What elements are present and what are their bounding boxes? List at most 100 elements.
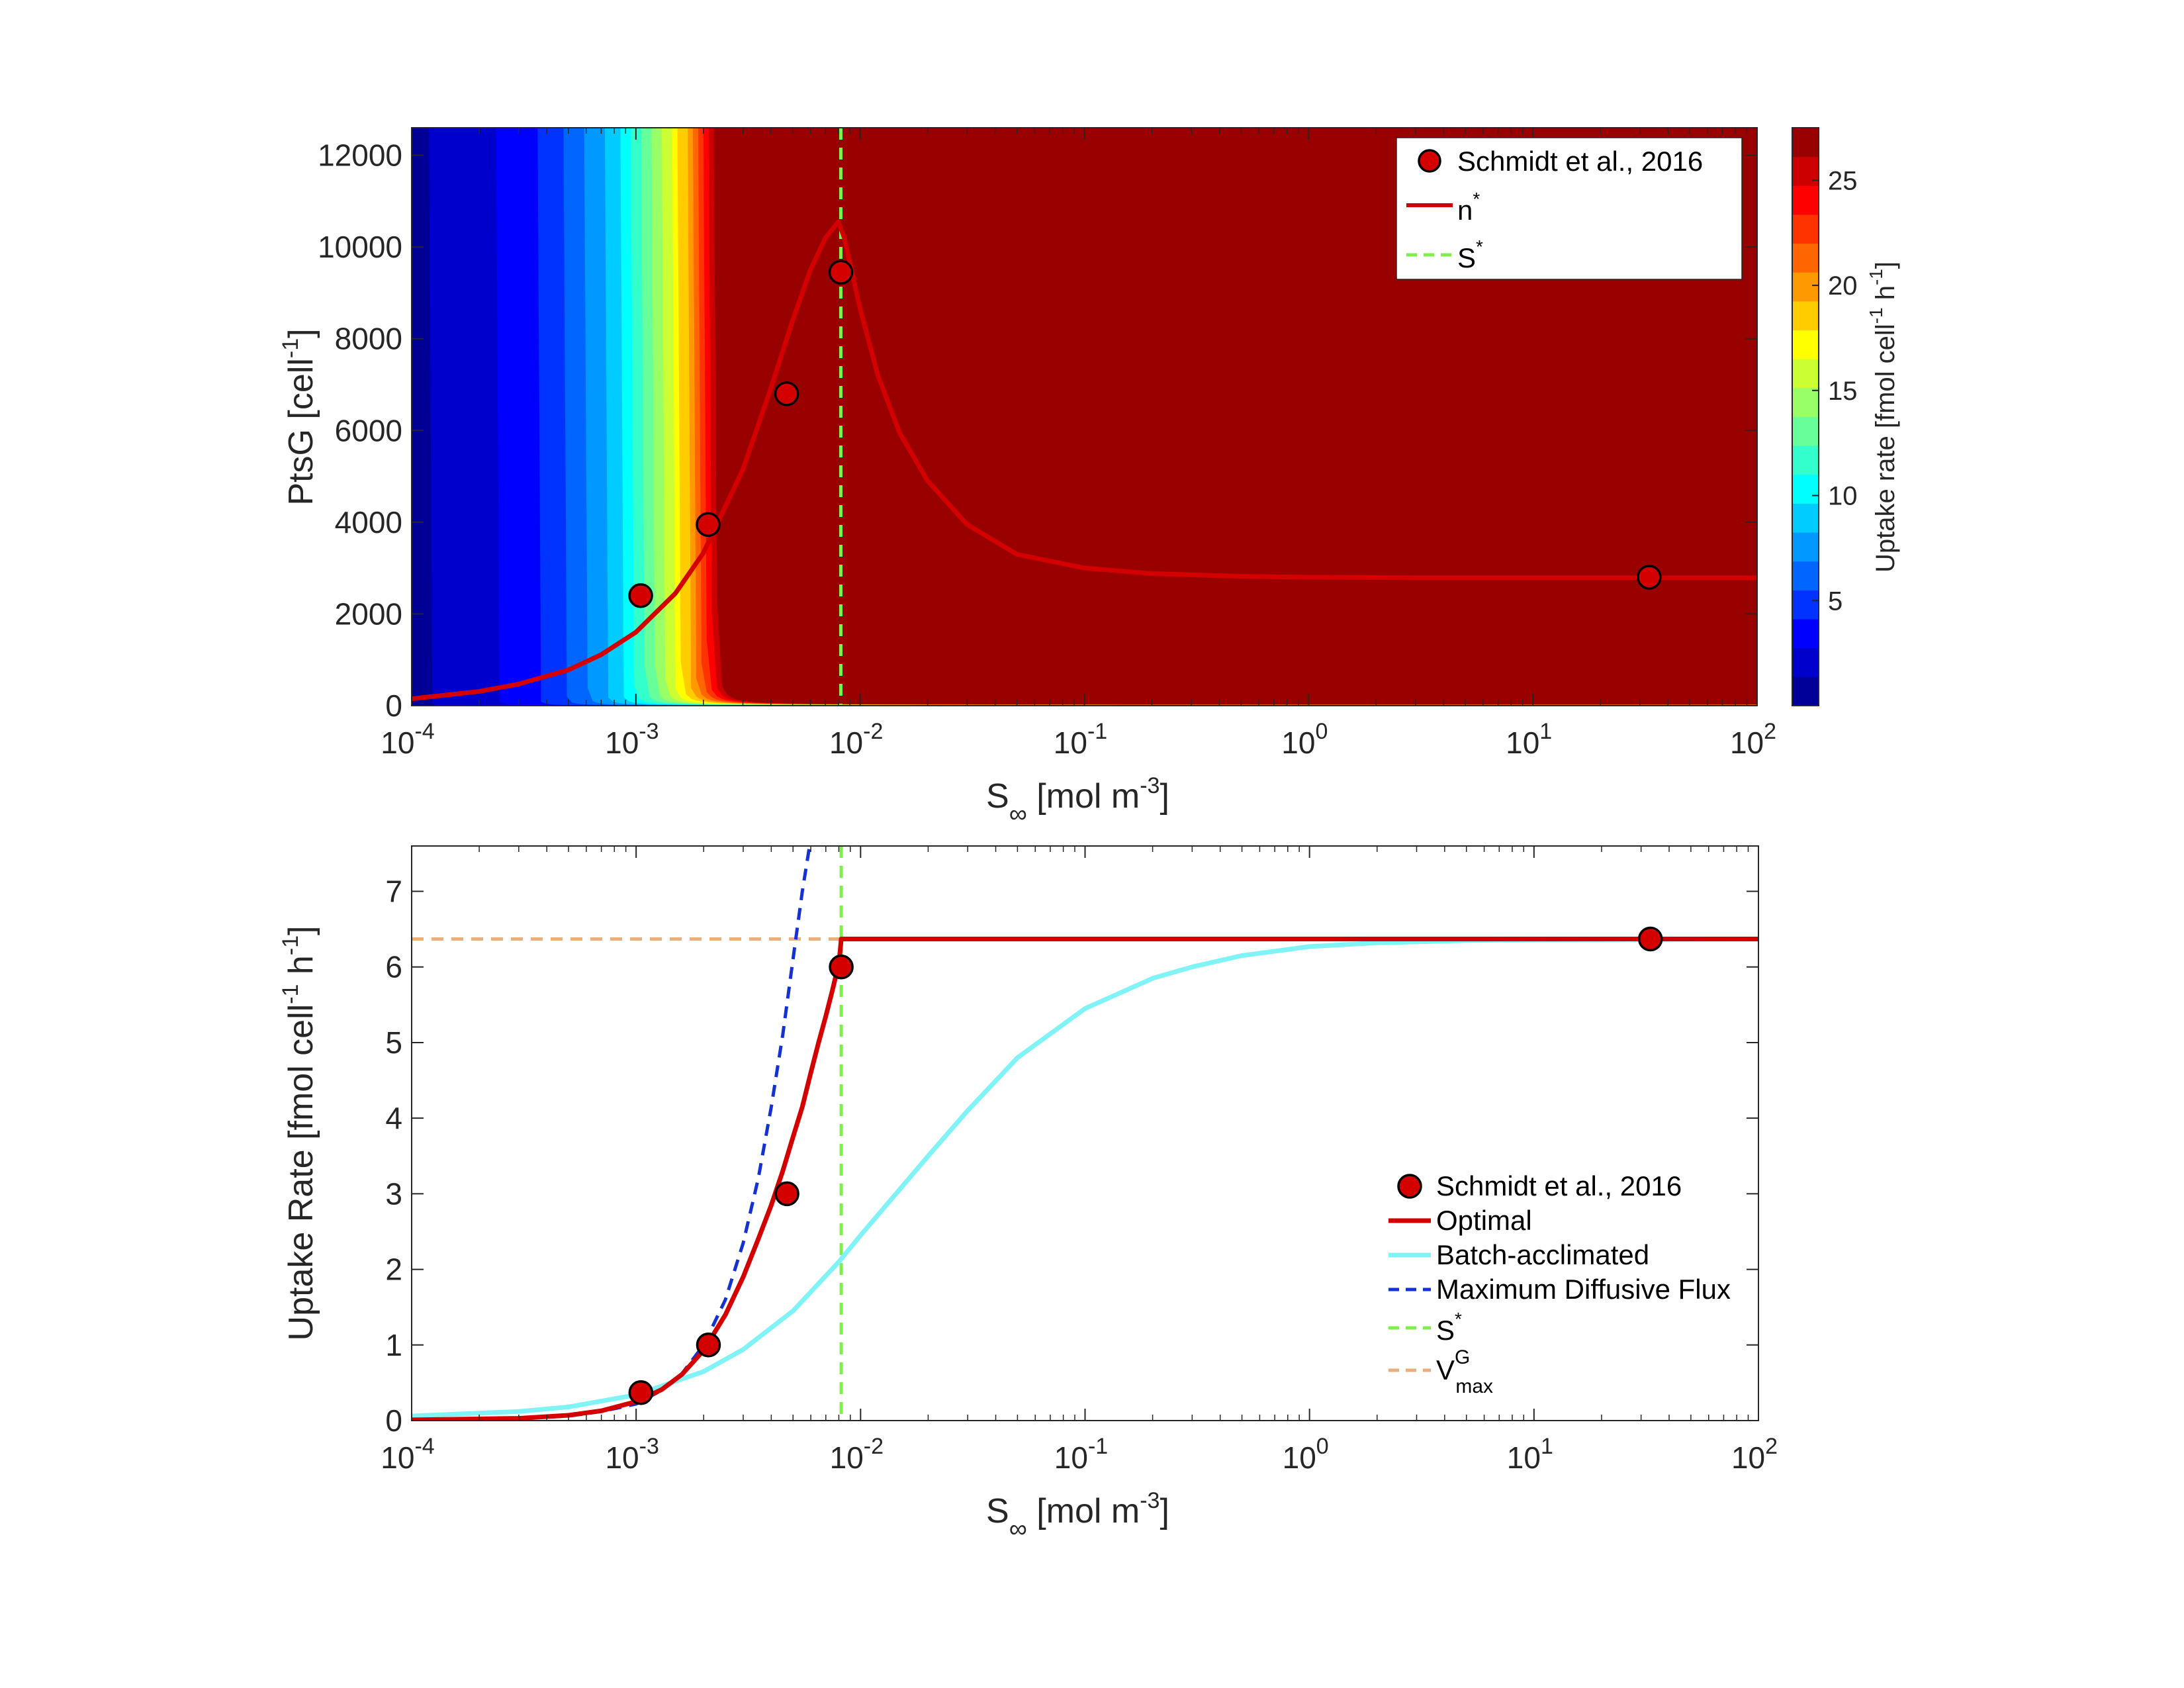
top-y-tick-label: 6000 — [335, 413, 402, 447]
bottom-data-point — [696, 1333, 721, 1358]
colorbar-segment — [1792, 532, 1819, 562]
bottom-x-tick-label: 101 — [1507, 1434, 1553, 1475]
colorbar-segment — [1792, 445, 1819, 475]
top-data-point — [774, 381, 799, 406]
top-x-tick-label: 100 — [1281, 719, 1328, 760]
bottom-data-point — [1637, 926, 1663, 952]
top-x-tick-label: 10-4 — [381, 719, 434, 760]
top-y-axis-label: PtsG [cell-1] — [278, 328, 320, 505]
top-data-point — [696, 512, 721, 538]
top-y-tick-label: 12000 — [318, 138, 402, 173]
bottom-y-tick-label: 6 — [385, 950, 402, 984]
colorbar-segment — [1792, 156, 1819, 186]
bottom-data-point — [829, 954, 854, 980]
colorbar-segment — [1792, 272, 1819, 302]
top-data-point — [628, 583, 653, 608]
bottom-data-point — [628, 1380, 654, 1405]
colorbar-segment — [1792, 128, 1819, 158]
bottom-legend-diffusive: Maximum Diffusive Flux — [1436, 1274, 1731, 1305]
bottom-legend-vmax: VG max — [1436, 1346, 1493, 1397]
bottom-legend-marker — [1397, 1174, 1422, 1199]
colorbar-segment — [1792, 214, 1819, 244]
bottom-x-tick-label: 100 — [1283, 1434, 1329, 1475]
bottom-y-tick-label: 1 — [385, 1328, 402, 1362]
bottom-plot-background — [412, 846, 1758, 1421]
top-x-tick-label: 101 — [1506, 719, 1552, 760]
top-data-points — [628, 259, 1662, 608]
bottom-x-axis-label: S∞ [mol m-3] — [986, 1488, 1169, 1543]
top-x-tick-label: 10-2 — [829, 719, 883, 760]
colorbar-tick-label: 25 — [1828, 166, 1858, 195]
bottom-data-point — [774, 1181, 799, 1207]
top-y-tick-label: 4000 — [335, 505, 402, 539]
colorbar-segment — [1792, 647, 1819, 677]
top-legend-sstar: S* — [1457, 236, 1483, 273]
bottom-legend: Schmidt et al., 2016 Optimal Batch-accli… — [1388, 1170, 1731, 1397]
colorbar-segment — [1792, 359, 1819, 389]
colorbar — [1792, 128, 1819, 706]
top-x-tick-label: 10-3 — [605, 719, 659, 760]
colorbar-frame — [1792, 127, 1819, 706]
bottom-data-points — [628, 926, 1663, 1405]
colorbar-ticks: 5 10 15 20 25 — [1812, 166, 1858, 616]
bottom-y-tick-label: 0 — [385, 1403, 402, 1438]
bottom-axes: 10-4 10-3 10-2 10-1 100 101 102 0 1 2 3 4 5 6 7 — [381, 846, 1778, 1475]
top-legend-box — [1396, 137, 1743, 280]
bottom-y-tick-label: 4 — [385, 1101, 402, 1135]
bottom-legend-batch: Batch-acclimated — [1436, 1239, 1649, 1270]
bottom-panel: 10-4 10-3 10-2 10-1 100 101 102 0 1 2 3 4 5 6 7 S∞ [mo… — [278, 845, 1778, 1543]
top-x-tick-label: 102 — [1730, 719, 1776, 760]
bottom-y-tick-label: 5 — [385, 1025, 402, 1060]
bottom-x-tick-label: 10-4 — [381, 1434, 434, 1475]
colorbar-segment — [1792, 301, 1819, 331]
bottom-y-tick-label: 3 — [385, 1176, 402, 1211]
bottom-y-tick-label: 2 — [385, 1252, 402, 1287]
colorbar-tick-label: 15 — [1828, 377, 1858, 406]
colorbar-segment — [1792, 503, 1819, 533]
colorbar-segment — [1792, 619, 1819, 649]
top-legend-schmidt: Schmidt et al., 2016 — [1457, 146, 1703, 177]
colorbar-segment — [1792, 243, 1819, 273]
bottom-batch-curve — [412, 937, 1758, 1419]
colorbar-segment — [1792, 677, 1819, 706]
top-y-tick-label: 10000 — [318, 230, 402, 264]
bottom-x-tick-label: 10-1 — [1054, 1434, 1108, 1475]
top-x-axis-label: S∞ [mol m-3] — [986, 773, 1169, 828]
bottom-legend-optimal: Optimal — [1436, 1205, 1532, 1236]
colorbar-tick-label: 10 — [1828, 482, 1858, 511]
top-data-point — [828, 259, 854, 285]
top-n-star-curve — [412, 219, 1757, 702]
colorbar-segment — [1792, 474, 1819, 504]
colorbar-segment — [1792, 416, 1819, 446]
bottom-x-tick-label: 10-2 — [830, 1434, 884, 1475]
top-x-tick-label: 10-1 — [1054, 719, 1107, 760]
top-y-tick-label: 2000 — [335, 596, 402, 631]
colorbar-tick-label: 5 — [1828, 586, 1843, 616]
bottom-x-tick-label: 10-3 — [605, 1434, 659, 1475]
top-data-point — [1637, 565, 1662, 590]
heatmap-bands — [412, 128, 1757, 706]
colorbar-segment — [1792, 330, 1819, 359]
top-legend: Schmidt et al., 2016 n* S* — [1396, 137, 1743, 280]
colorbar-segment — [1792, 561, 1819, 590]
colorbar-segment — [1792, 590, 1819, 620]
colorbar-tick-label: 20 — [1828, 271, 1858, 301]
top-legend-marker — [1418, 149, 1441, 173]
top-y-tick-label: 8000 — [335, 322, 402, 356]
top-plot-lines — [412, 128, 1757, 706]
colorbar-label: Uptake rate [fmol cell-1 h-1] — [1866, 261, 1900, 573]
top-axes: 10-4 10-3 10-2 10-1 100 101 102 0 2000 4000 6000 80… — [318, 128, 1776, 760]
bottom-y-axis-label: Uptake Rate [fmol cell-1 h-1] — [278, 926, 320, 1341]
colorbar-segment — [1792, 387, 1819, 417]
bottom-diffusive-curve — [412, 846, 811, 1421]
top-panel: 10-4 10-3 10-2 10-1 100 101 102020004000600080… — [278, 127, 1900, 828]
bottom-plot-lines — [412, 846, 1758, 1421]
bottom-x-tick-label: 102 — [1731, 1434, 1778, 1475]
top-legend-nstar: n* — [1457, 189, 1480, 226]
bottom-legend-schmidt: Schmidt et al., 2016 — [1436, 1170, 1682, 1201]
bottom-y-tick-label: 7 — [385, 874, 402, 909]
top-y-tick-label: 0 — [385, 688, 402, 723]
colorbar-segment — [1792, 185, 1819, 215]
bottom-legend-sstar: S* — [1436, 1309, 1462, 1346]
